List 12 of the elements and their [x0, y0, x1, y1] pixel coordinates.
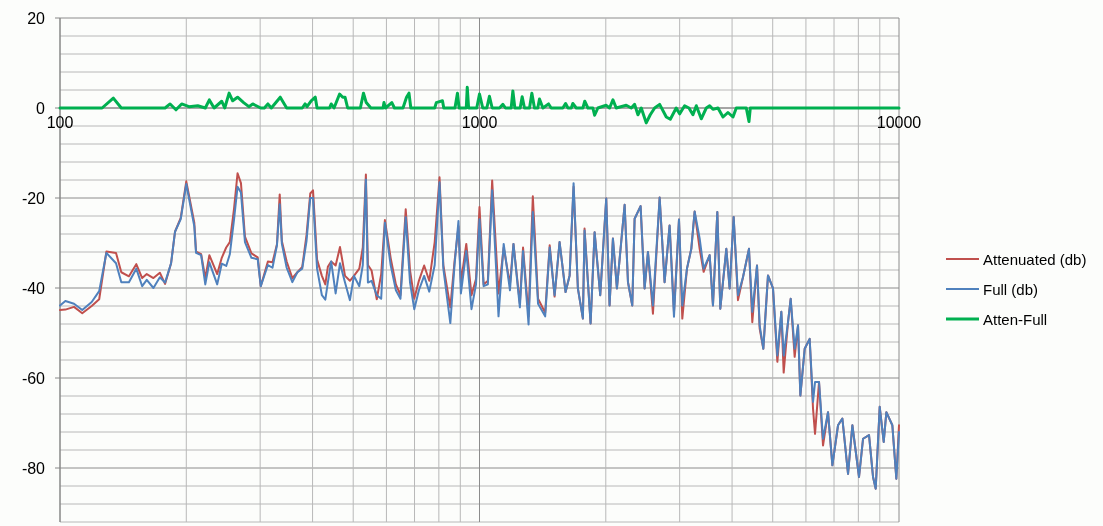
y-tick-label: -20	[21, 189, 46, 207]
y-tick-label: -40	[21, 279, 46, 297]
y-tick-label: -80	[21, 459, 46, 477]
x-tick-label: 100	[46, 113, 74, 131]
y-tick-label: 20	[27, 9, 46, 27]
legend-label: Atten-Full	[983, 310, 1048, 328]
y-tick-label: -60	[21, 369, 46, 387]
legend-label: Full (db)	[983, 280, 1039, 298]
x-tick-label: 10000	[876, 113, 922, 131]
legend-label: Attenuated (db)	[983, 250, 1087, 268]
x-tick-label: 1000	[461, 113, 498, 131]
y-tick-label: 0	[36, 99, 46, 117]
